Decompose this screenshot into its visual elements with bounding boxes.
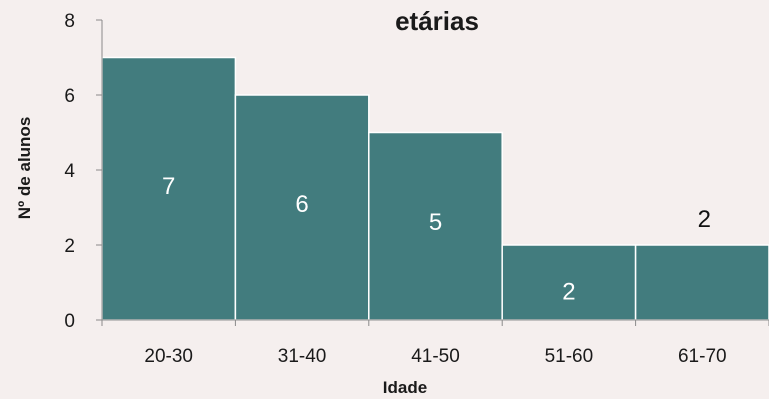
axes-group: 0 2 4 6 8 20-30 31-40 41-50 51-60 61-70 [64,11,769,367]
bar-20-30 [101,56,237,321]
x-axis-label: Idade [383,378,427,397]
y-tick-label-0: 0 [64,311,75,332]
data-label-41-50: 5 [429,209,442,236]
y-tick-label-2: 2 [64,236,75,257]
y-tick-label-6: 6 [64,86,75,107]
bars-group: 7 6 5 2 2 [101,56,769,321]
chart-title: etárias [395,6,479,36]
x-tick-label-51-60: 51-60 [545,346,594,367]
data-label-51-60: 2 [562,279,575,306]
y-tick-label-4: 4 [64,161,75,182]
bar-51-60 [501,244,637,321]
x-tick-label-20-30: 20-30 [144,346,193,367]
data-label-20-30: 7 [162,173,175,200]
bar-61-70 [634,244,769,321]
y-tick-label-8: 8 [64,11,75,32]
data-label-61-70: 2 [698,206,711,233]
x-tick-label-31-40: 31-40 [278,346,327,367]
x-tick-label-61-70: 61-70 [678,346,727,367]
data-label-31-40: 6 [295,191,308,218]
x-tick-label-41-50: 41-50 [411,346,460,367]
bar-31-40 [234,94,370,321]
y-axis-label: Nº de alunos [15,117,34,220]
bar-41-50 [368,131,503,321]
